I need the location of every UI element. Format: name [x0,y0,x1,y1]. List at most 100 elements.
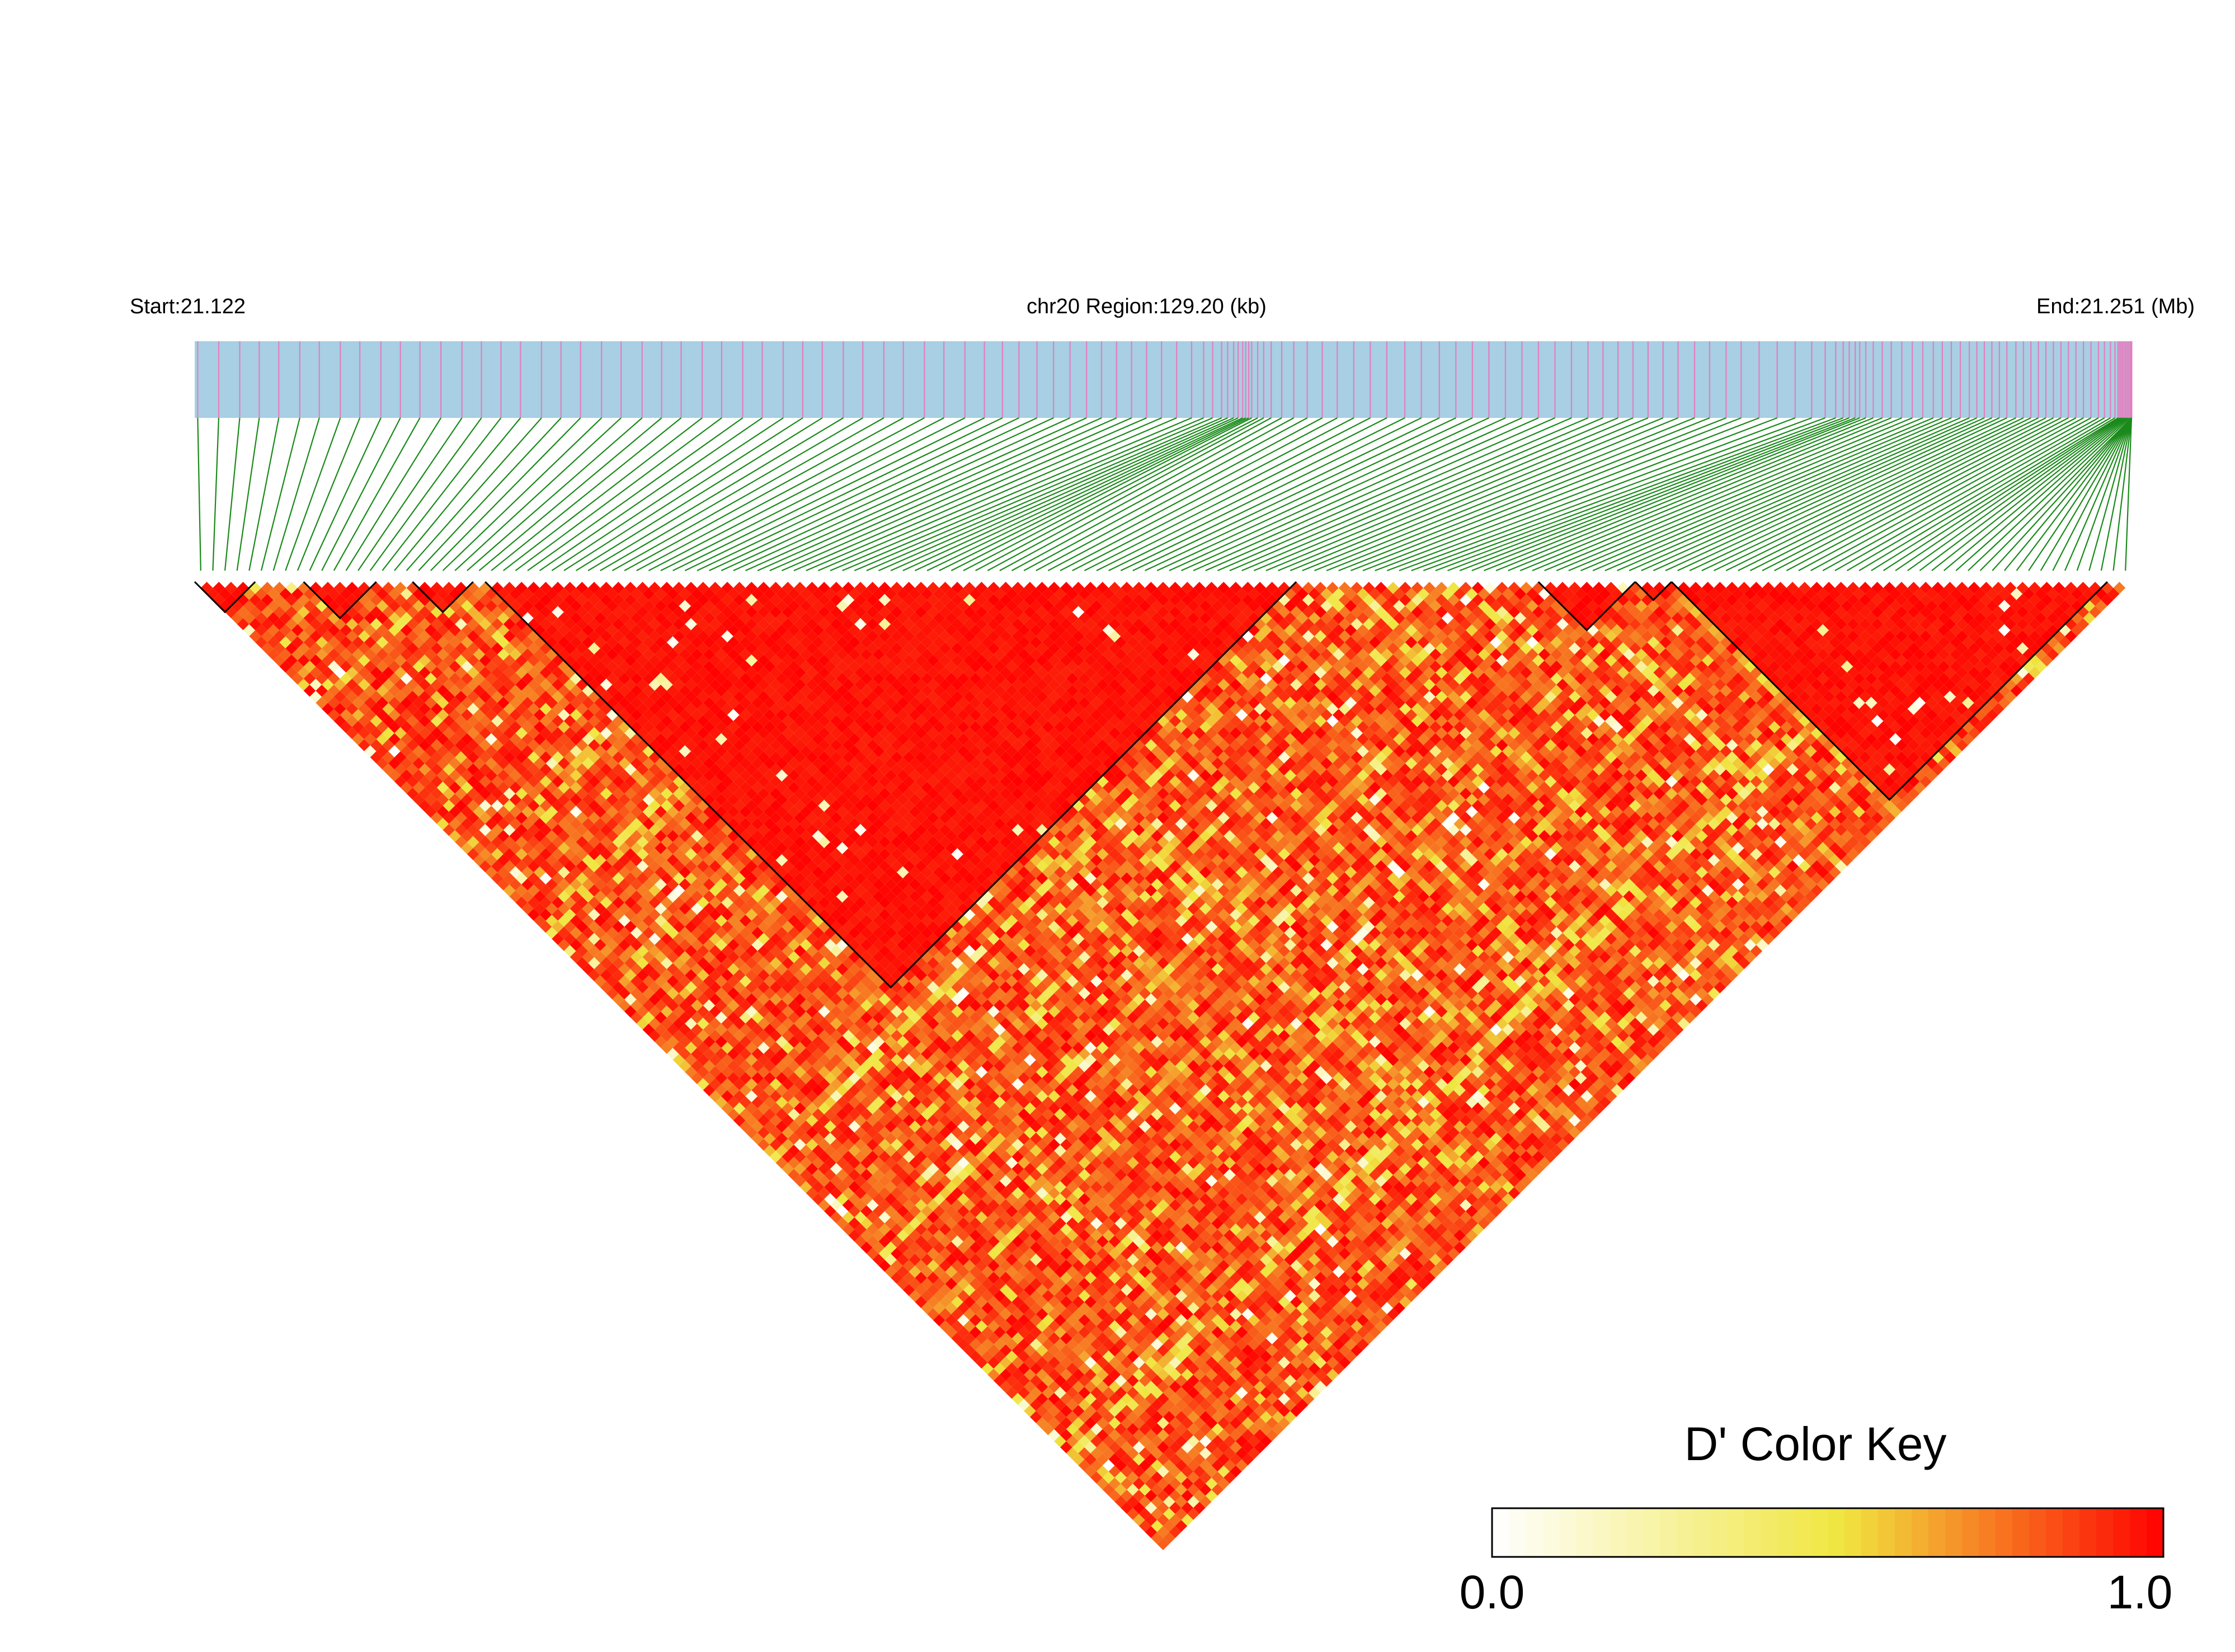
ld-cell [285,666,298,679]
ld-cell [521,878,534,891]
ld-cell [709,1066,722,1079]
ld-cell [473,817,486,830]
snp-connector [1895,417,2121,571]
ld-cell [757,1126,770,1139]
snp-connector [467,417,643,571]
ld-cell [951,1320,963,1333]
ld-cell [975,1356,988,1369]
ld-cell [1005,1350,1018,1363]
snp-connector [2125,417,2133,571]
snp-connector [1181,417,1522,572]
ld-cell [528,860,540,873]
snp-connector [1338,417,1726,572]
ld-cell [915,1283,928,1296]
ld-cell [1066,1447,1079,1460]
ld-cell [430,787,443,800]
ld-cell [655,1036,667,1048]
ld-cell [788,1132,800,1145]
ld-cell [891,1272,903,1284]
ld-cell [679,1048,691,1060]
ld-cell [528,884,540,897]
ld-cell [921,1289,933,1302]
snp-connector [1495,417,1874,572]
snp-connector [260,417,300,571]
ld-cell [443,823,455,836]
ld-cell [1102,1459,1115,1472]
ld-cell [273,642,286,655]
ld-cell [316,696,328,709]
ld-cell [376,745,389,757]
ld-cell [1060,1441,1072,1453]
ld-cell [1102,1471,1115,1484]
ld-cell [376,709,389,721]
ld-cell [860,1241,873,1254]
ld-cell [491,823,504,836]
ld-cell [1072,1416,1085,1429]
ld-cell [1036,1416,1048,1429]
ld-cell [237,618,250,630]
ld-cell [963,1332,976,1345]
ld-cell [358,727,370,740]
ld-cell [891,1235,903,1248]
snp-connector [830,417,1192,572]
ld-cell [443,787,455,800]
snp-connector [236,417,260,571]
ld-cell [721,1102,733,1115]
ld-cell [322,666,334,679]
snp-connector [1326,417,1710,572]
ld-cell [418,787,431,800]
ld-cell [563,933,576,945]
ld-cell [721,1066,733,1079]
ld-cell [461,793,473,806]
snp-connector [1302,417,1678,572]
ld-cell [1072,1441,1085,1453]
ld-cell [309,690,322,703]
ld-cell [449,817,462,830]
ld-cell [1121,1502,1133,1514]
snp-connector [1483,417,1866,572]
ld-cell [333,703,346,716]
ld-cell [872,1253,885,1266]
ld-cell [824,1169,836,1182]
snp-connector [1060,417,1354,571]
snp-connector [1544,417,1913,572]
ld-cell [358,715,370,727]
ld-cell [316,648,328,661]
snp-connector [733,417,1071,572]
ld-cell [279,612,292,624]
ld-cell [545,915,558,927]
ld-cell [503,872,516,884]
ld-cell [261,606,274,618]
ld-cell [691,1072,703,1084]
ld-cell [848,1193,861,1206]
ld-cell [528,909,540,921]
snp-connector [1738,417,2046,571]
ld-cell [1060,1405,1072,1417]
snp-connector [527,417,744,571]
snp-connector [1725,417,2039,571]
ld-cell [1042,1386,1055,1399]
ld-cell [340,672,352,685]
ld-cell [1011,1381,1024,1393]
ld-cell [1024,1392,1036,1405]
snp-connector [660,417,966,571]
ld-cell [636,1017,649,1030]
ld-cell [860,1229,873,1242]
snp-connector [1314,417,1695,572]
ld-cell [352,721,364,733]
snp-connector [648,417,944,571]
ld-cell [994,1338,1006,1350]
snp-connector [369,417,482,571]
ld-cell [333,690,346,703]
ld-cell [812,1193,825,1206]
ld-cell [697,1042,709,1054]
ld-cell [346,679,359,691]
snp-connector [1459,417,1856,572]
ld-cell [994,1375,1006,1387]
ld-cell [436,817,449,830]
snp-connector [709,417,1038,571]
ld-cell [739,1084,752,1096]
snp-connector [1822,417,2099,571]
ld-cell [467,823,479,836]
ld-cell [552,884,564,897]
